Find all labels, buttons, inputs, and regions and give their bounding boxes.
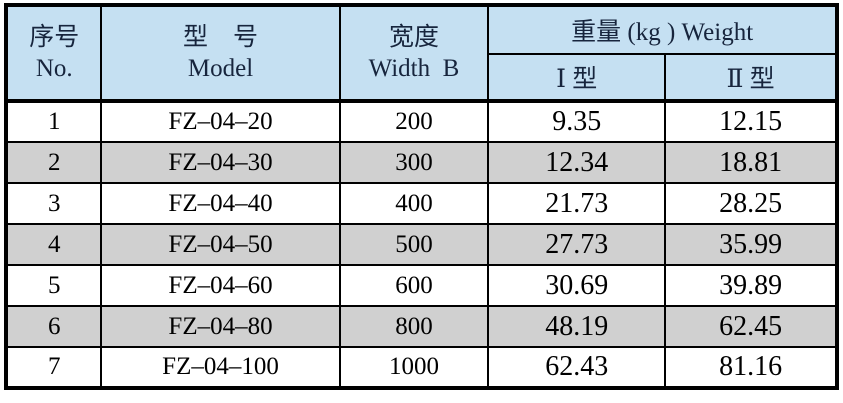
cell-no: 2 <box>4 141 103 184</box>
cell-w1: 9.35 <box>487 100 667 143</box>
cell-width: 600 <box>338 264 490 307</box>
cell-width: 300 <box>338 141 490 184</box>
cell-width: 500 <box>338 223 490 266</box>
spec-table: 序号 No. 型 号 Model 宽度 Width B 重量 (kg ) Wei… <box>4 3 839 390</box>
cell-model: FZ–04–100 <box>100 346 341 389</box>
cell-w1: 48.19 <box>487 305 667 348</box>
table-body: 1 FZ–04–20 200 9.35 12.15 2 FZ–04–30 300 12.34 18… <box>4 100 838 389</box>
table-row: 3 FZ–04–40 400 21.73 28.25 <box>4 182 838 225</box>
table-row: 6 FZ–04–80 800 48.19 62.45 <box>4 305 838 348</box>
col-header-width-en: Width B <box>368 55 460 82</box>
cell-model: FZ–04–30 <box>100 141 341 184</box>
cell-width: 1000 <box>338 346 490 389</box>
spec-table-header: 序号 No. 型 号 Model 宽度 Width B 重量 (kg ) Wei… <box>4 4 838 103</box>
cell-w2: 28.25 <box>664 182 838 225</box>
cell-no: 6 <box>4 305 103 348</box>
cell-model: FZ–04–40 <box>100 182 341 225</box>
cell-w2: 39.89 <box>664 264 838 307</box>
cell-no: 3 <box>4 182 103 225</box>
col-header-model-en: Model <box>187 55 254 82</box>
col-header-no-en: No. <box>35 55 73 82</box>
cell-width: 800 <box>338 305 490 348</box>
cell-w2: 62.45 <box>664 305 838 348</box>
cell-model: FZ–04–50 <box>100 223 341 266</box>
cell-no: 5 <box>4 264 103 307</box>
col-header-weight: 重量 (kg ) Weight <box>487 4 838 55</box>
cell-model: FZ–04–80 <box>100 305 341 348</box>
cell-w2: 81.16 <box>664 346 838 389</box>
col-header-no: 序号 No. <box>4 4 103 103</box>
table-row: 4 FZ–04–50 500 27.73 35.99 <box>4 223 838 266</box>
col-header-model: 型 号 Model <box>100 4 341 103</box>
col-header-width: 宽度 Width B <box>338 4 490 103</box>
cell-no: 4 <box>4 223 103 266</box>
cell-w1: 27.73 <box>487 223 667 266</box>
cell-w1: 12.34 <box>487 141 667 184</box>
cell-w1: 62.43 <box>487 346 667 389</box>
cell-w2: 12.15 <box>664 100 838 143</box>
col-header-weight-type1: Ⅰ 型 <box>487 53 667 103</box>
cell-no: 1 <box>4 100 103 143</box>
table-row: 5 FZ–04–60 600 30.69 39.89 <box>4 264 838 307</box>
col-header-weight-type2: Ⅱ 型 <box>664 53 838 103</box>
col-header-no-zh: 序号 <box>29 23 80 51</box>
cell-width: 400 <box>338 182 490 225</box>
cell-model: FZ–04–20 <box>100 100 341 143</box>
table-row: 2 FZ–04–30 300 12.34 18.81 <box>4 141 838 184</box>
table-row: 1 FZ–04–20 200 9.35 12.15 <box>4 100 838 143</box>
cell-w2: 18.81 <box>664 141 838 184</box>
cell-w2: 35.99 <box>664 223 838 266</box>
cell-model: FZ–04–60 <box>100 264 341 307</box>
cell-no: 7 <box>4 346 103 389</box>
cell-w1: 30.69 <box>487 264 667 307</box>
col-header-model-zh: 型 号 <box>183 23 259 51</box>
cell-width: 200 <box>338 100 490 143</box>
table-row: 7 FZ–04–100 1000 62.43 81.16 <box>4 346 838 389</box>
col-header-width-zh: 宽度 <box>388 23 439 51</box>
cell-w1: 21.73 <box>487 182 667 225</box>
